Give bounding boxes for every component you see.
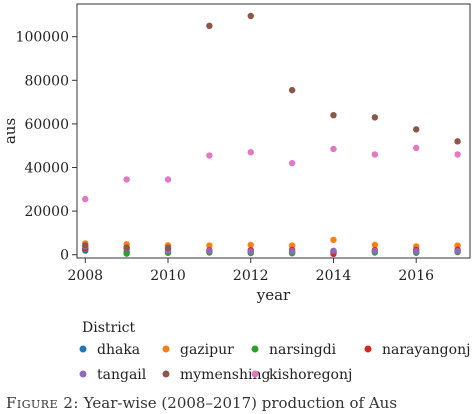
legend: District dhaka gazipur narsingdi narayangon… <box>79 320 470 383</box>
plot-border <box>76 3 471 259</box>
y-tick-label: 60000 <box>24 117 69 133</box>
y-axis-label: aus <box>1 118 19 144</box>
point-narsingdi <box>123 250 130 257</box>
y-tick-label: 80000 <box>24 73 69 89</box>
x-tick-label: 2016 <box>398 268 434 284</box>
x-tick-label: 2014 <box>316 268 352 284</box>
plot-frame <box>76 3 471 259</box>
legend-marker-gazipur <box>162 345 170 353</box>
point-mymenshing <box>330 111 337 119</box>
point-tangail <box>206 247 213 255</box>
point-kishoregonj <box>164 176 172 183</box>
x-axis-label: year <box>256 286 291 304</box>
x-tick-label: 2010 <box>150 268 186 284</box>
figure-caption-text: Year-wise (2008–2017) production of Aus <box>83 394 398 412</box>
legend-label-dhaka: dhaka <box>97 342 140 358</box>
point-mymenshing <box>123 244 130 251</box>
point-mymenshing <box>164 244 172 251</box>
x-axis: 2008 2010 2012 2014 2016 <box>67 258 434 284</box>
y-tick-label: 100000 <box>16 30 69 46</box>
point-tangail <box>371 247 379 255</box>
point-kishoregonj <box>371 151 379 158</box>
y-tick-label: 20000 <box>24 204 69 220</box>
legend-label-gazipur: gazipur <box>180 342 234 358</box>
y-axis: 0 20000 40000 60000 80000 100000 <box>16 30 77 264</box>
figure-caption: Figure 2: Year-wise (2008–2017) producti… <box>6 394 474 412</box>
point-kishoregonj <box>82 195 89 203</box>
point-tangail <box>454 247 461 255</box>
point-kishoregonj <box>247 149 254 156</box>
data-points <box>82 12 461 258</box>
legend-label-kishoregonj: kishoregonj <box>269 367 352 383</box>
figure-caption-prefix: Figure 2: <box>6 394 79 412</box>
point-kishoregonj <box>206 152 213 159</box>
point-tangail <box>247 248 254 255</box>
point-gazipur <box>330 236 337 244</box>
point-tangail <box>413 248 420 255</box>
legend-marker-dhaka <box>79 345 87 353</box>
point-kishoregonj <box>330 145 337 153</box>
point-mymenshing <box>413 126 420 133</box>
point-gazipur <box>247 241 254 249</box>
point-mymenshing <box>371 114 379 121</box>
legend-label-narsingdi: narsingdi <box>269 342 337 358</box>
point-kishoregonj <box>123 176 130 183</box>
legend-marker-mymenshing <box>162 370 170 378</box>
point-mymenshing <box>454 138 461 145</box>
x-tick-label: 2008 <box>67 268 103 284</box>
point-mymenshing <box>288 86 296 94</box>
y-tick-label: 0 <box>60 248 69 264</box>
legend-label-mymenshing: mymenshing <box>180 367 270 383</box>
point-mymenshing <box>206 22 213 30</box>
point-kishoregonj <box>454 151 461 158</box>
legend-marker-narayangonj <box>364 345 372 353</box>
legend-marker-kishoregonj <box>251 370 259 378</box>
point-mymenshing <box>82 242 89 249</box>
y-tick-label: 40000 <box>24 161 69 177</box>
point-gazipur <box>206 242 213 249</box>
legend-label-narayangonj: narayangonj <box>382 342 470 358</box>
legend-marker-narsingdi <box>251 345 259 353</box>
point-tangail <box>288 248 296 255</box>
chart: 0 20000 40000 60000 80000 100000 2008 2010 2012… <box>1 3 471 383</box>
point-tangail <box>330 247 337 255</box>
legend-title: District <box>82 320 136 336</box>
legend-marker-tangail <box>79 370 87 378</box>
point-mymenshing <box>247 12 254 20</box>
point-kishoregonj <box>413 144 420 152</box>
legend-label-tangail: tangail <box>97 367 147 383</box>
x-tick-label: 2012 <box>233 268 269 284</box>
point-gazipur <box>371 241 379 249</box>
point-kishoregonj <box>288 159 296 167</box>
